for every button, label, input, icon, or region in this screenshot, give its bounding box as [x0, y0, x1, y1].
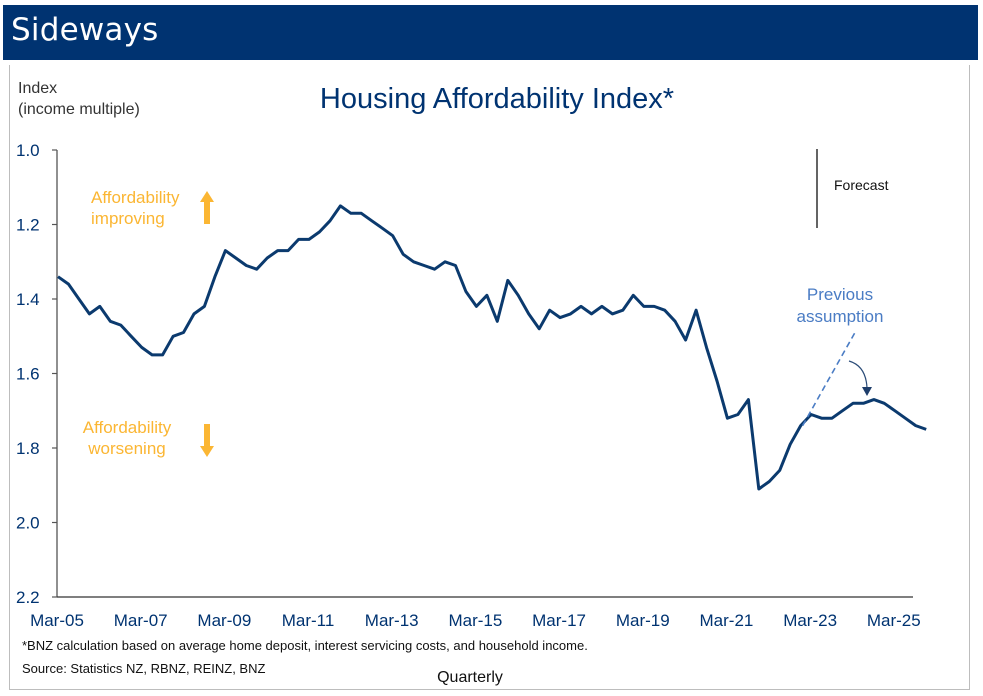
y-tick-label: 1.2 [16, 216, 40, 235]
y-tick-label: 1.6 [16, 365, 40, 384]
x-tick-label: Mar-09 [197, 611, 251, 630]
chart-title: Housing Affordability Index* [320, 83, 674, 115]
x-tick-label: Mar-07 [114, 611, 168, 630]
previous-assumption-line1: Previous [807, 285, 873, 304]
x-tick-label: Mar-15 [448, 611, 502, 630]
source-note: Source: Statistics NZ, RBNZ, REINZ, BNZ [22, 661, 265, 676]
x-tick-label: Mar-13 [365, 611, 419, 630]
x-tick-label: Mar-23 [783, 611, 837, 630]
worsening-label-line2: worsening [87, 439, 166, 458]
x-tick-label: Mar-21 [700, 611, 754, 630]
curved-arrow-icon [848, 360, 868, 389]
footnote: *BNZ calculation based on average home d… [22, 638, 588, 653]
arrow-down-icon [200, 424, 214, 457]
slide-header: Sideways [3, 5, 978, 60]
arrow-up-icon [200, 191, 214, 224]
y-axis-label-line1: Index [18, 80, 57, 97]
x-tick-label: Mar-05 [30, 611, 84, 630]
improving-label-line1: Affordability [91, 188, 180, 207]
series-line-affordability-index [57, 204, 927, 491]
x-axis-label: Quarterly [437, 669, 503, 686]
y-axis-label-line2: (income multiple) [18, 101, 140, 118]
x-tick-label: Mar-19 [616, 611, 670, 630]
x-tick-label: Mar-17 [532, 611, 586, 630]
curved-arrow-head-icon [862, 387, 872, 396]
improving-label-line2: improving [91, 209, 165, 228]
worsening-label-line1: Affordability [83, 418, 172, 437]
y-tick-label: 2.2 [16, 588, 40, 607]
slide-title: Sideways [11, 12, 159, 48]
y-tick-label: 1.0 [16, 141, 40, 160]
x-tick-label: Mar-25 [867, 611, 921, 630]
x-tick-label: Mar-11 [282, 611, 335, 630]
y-tick-label: 2.0 [16, 514, 40, 533]
y-tick-label: 1.4 [16, 290, 40, 309]
forecast-label: Forecast [834, 177, 889, 193]
previous-assumption-line2: assumption [797, 307, 884, 326]
series-line-previous-assumption [801, 332, 856, 427]
chart-panel [9, 65, 970, 690]
y-tick-label: 1.8 [16, 439, 40, 458]
